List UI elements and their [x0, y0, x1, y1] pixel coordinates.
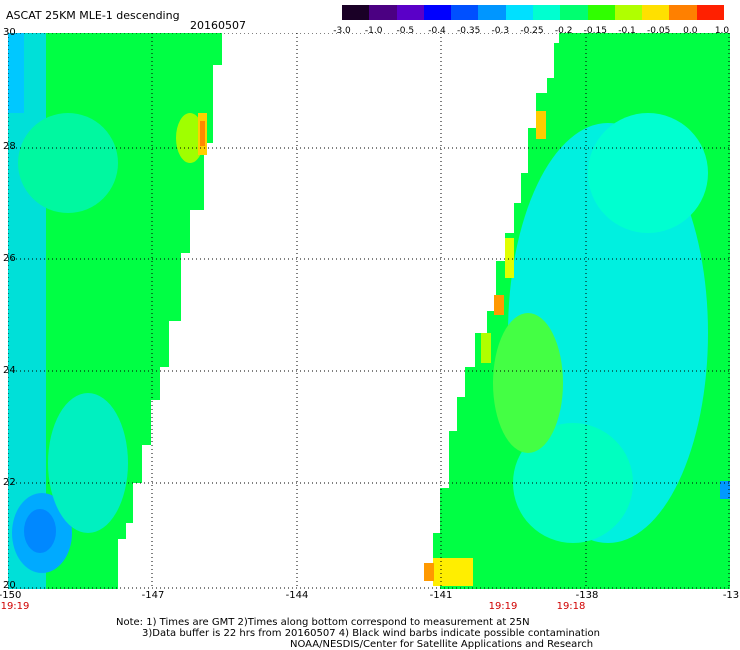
colorbar-swatch	[614, 5, 643, 20]
colorbar-swatch	[396, 5, 424, 20]
colorbar-labels: -3.0 -1.0 -0.5 -0.4 -0.35 -0.3 -0.25 -0.2 -0.15 -…	[330, 26, 740, 38]
note-line-2: 3)Data buffer is 22 hrs from 20160507 4)…	[142, 628, 600, 639]
right-yellow-patch-2	[481, 333, 491, 363]
colorbar-swatch	[532, 5, 561, 20]
swath-map	[8, 33, 730, 589]
right-orange-patch-1	[494, 295, 504, 315]
colorbar-tick-label: -0.3	[491, 26, 510, 36]
colorbar-tick-label: 1.0	[714, 26, 730, 36]
colorbar-swatch	[642, 5, 670, 20]
colorbar-swatch	[696, 5, 724, 20]
colorbar-tick-label: -0.1	[618, 26, 636, 36]
lon-label-147: -147	[141, 590, 165, 601]
colorbar-tick-label: -0.2	[554, 26, 573, 36]
colorbar-tick-label: -3.0	[333, 26, 351, 36]
time-label-right: 19:18	[556, 601, 586, 612]
right-green-band	[493, 313, 563, 453]
lon-label-141: -141	[429, 590, 453, 601]
lat-label-20: 20	[3, 580, 16, 591]
right-bottom-yellow	[433, 558, 473, 586]
right-yellow-patch-3	[536, 111, 546, 139]
lat-label-30: 30	[3, 27, 16, 38]
left-orange-strip	[200, 121, 205, 146]
lon-label-135: -13	[722, 590, 740, 601]
left-lower-aqua	[48, 393, 128, 533]
lat-label-26: 26	[3, 253, 16, 264]
colorbar-swatch	[505, 5, 533, 20]
colorbar-tick-label: -0.5	[396, 26, 415, 36]
blue-core	[24, 509, 56, 553]
lat-label-24: 24	[3, 365, 16, 376]
left-yellowgreen	[176, 113, 204, 163]
grid-lines	[8, 33, 730, 589]
right-yellow-patch-1	[505, 238, 514, 278]
note-line-1: Note: 1) Times are GMT 2)Times along bot…	[116, 617, 530, 628]
right-edge-blue	[720, 481, 730, 499]
map-title: ASCAT 25KM MLE-1 descending	[6, 9, 180, 22]
colorbar-tick-label: -0.05	[647, 26, 671, 36]
colorbar-swatch	[451, 5, 479, 20]
colorbar-swatch	[560, 5, 588, 20]
colorbar	[342, 5, 724, 20]
colorbar-tick-label: -1.0	[364, 26, 383, 36]
colorbar-tick-label: -0.35	[457, 26, 481, 36]
lat-label-28: 28	[3, 141, 16, 152]
colorbar-swatch	[669, 5, 697, 20]
time-label-left: 19:19	[0, 601, 30, 612]
colorbar-swatch	[423, 5, 452, 20]
colorbar-swatch	[369, 5, 397, 20]
lon-label-150: -150	[0, 590, 22, 601]
colorbar-tick-label: -0.15	[583, 26, 607, 36]
lon-label-138: -138	[575, 590, 599, 601]
colorbar-swatch	[587, 5, 615, 20]
left-top-blue-patch	[8, 33, 24, 113]
colorbar-tick-label: -0.25	[520, 26, 544, 36]
colorbar-swatch	[478, 5, 506, 20]
colorbar-swatch	[342, 5, 370, 20]
colorbar-tick-label: 0.0	[683, 26, 698, 36]
colorbar-tick-label: -0.4	[428, 26, 446, 36]
map-date: 20160507	[190, 19, 246, 32]
right-cyan-upper	[588, 113, 708, 233]
lat-label-22: 22	[3, 477, 16, 488]
time-label-mid: 19:19	[488, 601, 518, 612]
left-aqua-region	[18, 113, 118, 213]
lon-label-144: -144	[285, 590, 309, 601]
right-bottom-orange	[424, 563, 434, 581]
note-line-3: NOAA/NESDIS/Center for Satellite Applica…	[290, 639, 594, 650]
